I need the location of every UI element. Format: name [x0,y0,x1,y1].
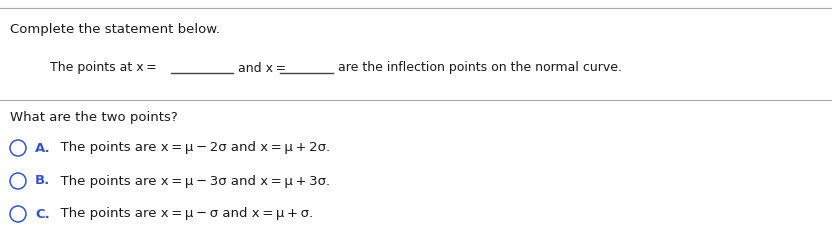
Text: are the inflection points on the normal curve.: are the inflection points on the normal … [338,61,622,75]
Text: B.: B. [35,174,50,187]
Text: The points are x = μ − σ and x = μ + σ.: The points are x = μ − σ and x = μ + σ. [52,207,313,220]
Text: and x =: and x = [238,61,289,75]
Text: A.: A. [35,142,51,154]
Text: The points are x = μ − 2σ and x = μ + 2σ.: The points are x = μ − 2σ and x = μ + 2σ… [52,142,330,154]
Text: What are the two points?: What are the two points? [10,110,178,123]
Text: The points are x = μ − 3σ and x = μ + 3σ.: The points are x = μ − 3σ and x = μ + 3σ… [52,174,330,187]
Text: Complete the statement below.: Complete the statement below. [10,23,220,37]
Text: The points at x =: The points at x = [50,61,159,75]
Text: C.: C. [35,207,50,220]
